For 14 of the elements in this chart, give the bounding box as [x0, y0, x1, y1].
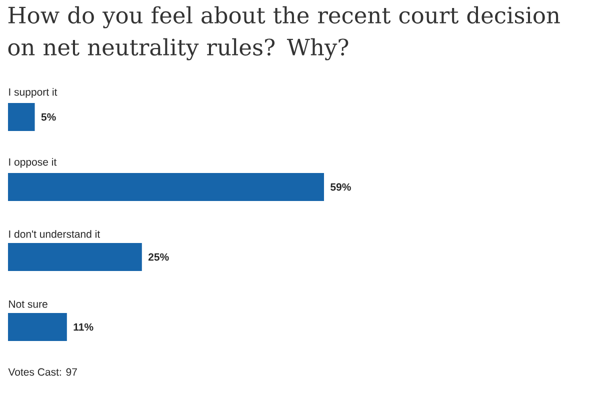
- chart-title: How do you feel about the recent court decision on net neutrality rules? Why?: [8, 6, 560, 60]
- bar: [8, 103, 35, 131]
- bar: [8, 243, 142, 271]
- data-label: 5%: [41, 113, 56, 121]
- data-label: 11%: [74, 323, 94, 331]
- data-label: 59%: [330, 183, 351, 191]
- text: Votes Cast: 97: [8, 368, 77, 376]
- bar: [8, 173, 324, 201]
- y-tick-label: I oppose it: [9, 158, 57, 168]
- y-tick-label: I support it: [9, 88, 58, 98]
- y-tick-label: Not sure: [9, 300, 48, 308]
- y-tick-label: I don't understand it: [9, 230, 100, 238]
- data-label: 25%: [148, 253, 169, 261]
- bar: [8, 313, 67, 341]
